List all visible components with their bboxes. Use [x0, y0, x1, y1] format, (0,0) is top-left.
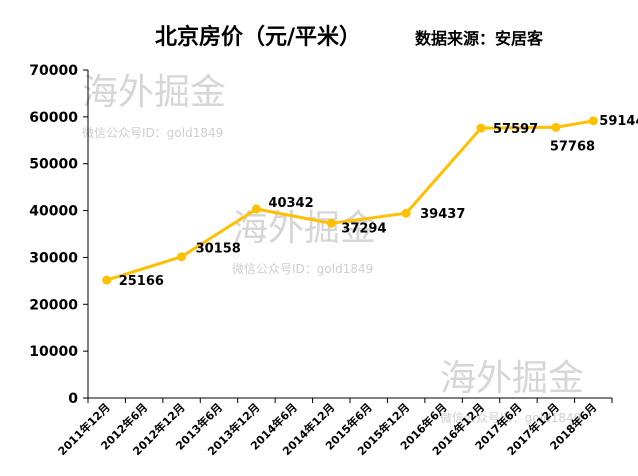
data-label: 40342 [268, 196, 313, 211]
data-point [251, 204, 261, 214]
data-point [401, 208, 411, 218]
data-point [177, 252, 187, 262]
watermarks: 海外掘金 微信公众号ID：gold1849 海外掘金 微信公众号ID：gold1… [82, 72, 584, 425]
y-ticks: 0 10000 20000 30000 40000 50000 60000 70000 [29, 63, 88, 407]
data-label: 39437 [420, 207, 465, 222]
watermark-brand-2: 海外掘金 [232, 208, 376, 249]
data-label: 25166 [119, 274, 164, 289]
data-label: 37294 [341, 221, 386, 236]
watermark-brand-3: 海外掘金 [440, 358, 584, 399]
y-tick-label: 50000 [29, 157, 78, 173]
x-ticks: 2011年12月2012年6月2012年12月2013年6月2013年12月20… [55, 398, 613, 458]
watermark-account-3: 微信公众号ID：gold1849 [440, 411, 581, 425]
series-line [106, 119, 594, 282]
data-point [588, 116, 598, 126]
data-point [476, 123, 486, 133]
data-label: 57597 [493, 122, 538, 137]
data-label: 30158 [196, 242, 241, 257]
y-tick-label: 40000 [29, 204, 78, 220]
data-label: 57768 [550, 139, 595, 154]
data-point [102, 275, 112, 285]
watermark-brand-1: 海外掘金 [82, 72, 226, 113]
y-tick-label: 10000 [29, 344, 78, 360]
y-tick-label: 0 [68, 391, 78, 407]
data-point [551, 122, 561, 132]
y-tick-label: 60000 [29, 110, 78, 126]
data-labels: 25166 30158 40342 37294 39437 57597 57768 59144 [119, 114, 638, 289]
data-points [102, 116, 598, 285]
data-label: 59144 [599, 114, 638, 129]
watermark-account-1: 微信公众号ID：gold1849 [82, 126, 223, 140]
data-point [326, 218, 336, 228]
y-tick-label: 70000 [29, 63, 78, 79]
watermark-account-2: 微信公众号ID：gold1849 [232, 262, 373, 276]
chart-title: 北京房价（元/平米） [155, 24, 361, 50]
y-tick-label: 20000 [29, 297, 78, 313]
y-tick-label: 30000 [29, 250, 78, 266]
chart-source: 数据来源：安居客 [415, 29, 544, 48]
